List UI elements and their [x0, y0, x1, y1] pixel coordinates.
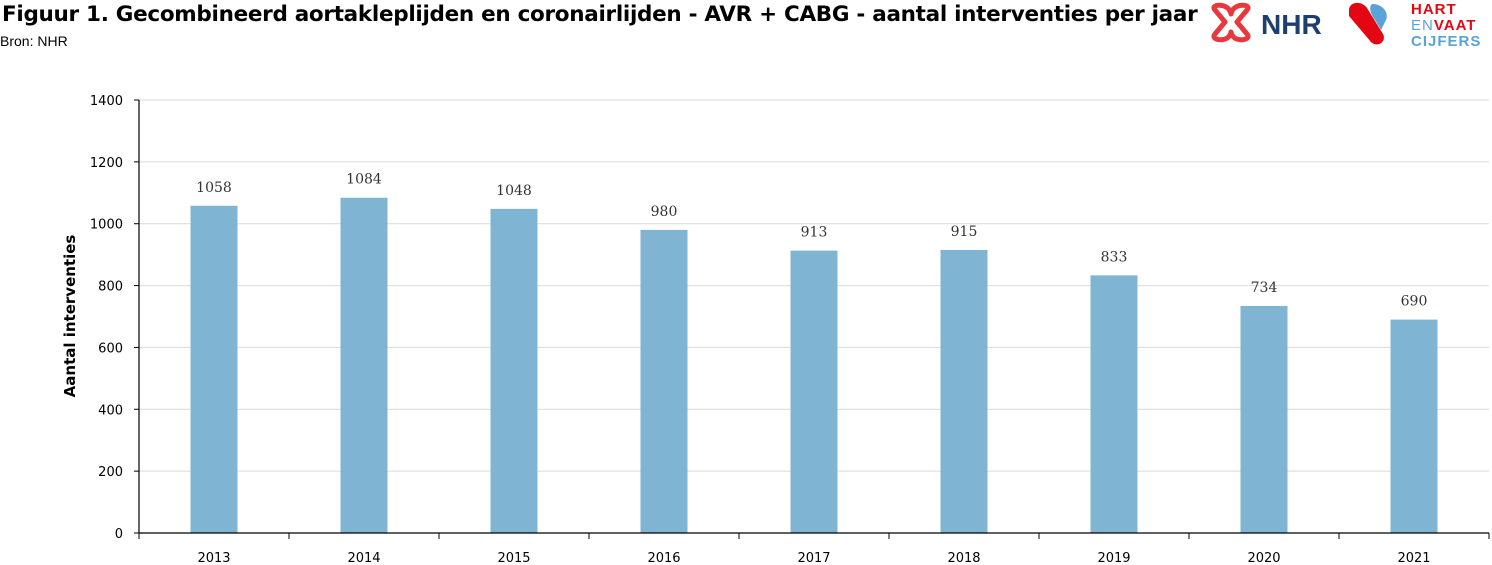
bar [640, 229, 688, 533]
bars [190, 197, 1438, 534]
data-label: 833 [1101, 249, 1128, 265]
bar [190, 205, 238, 534]
x-tick-label: 2021 [1397, 551, 1430, 565]
y-tick-label: 1200 [90, 156, 123, 171]
x-tick-label: 2018 [947, 551, 980, 565]
logo-line-hart: HART [1411, 1, 1457, 18]
logo-word-vaat: VAAT [1434, 17, 1477, 34]
data-label: 1084 [346, 172, 382, 188]
nhr-cross-icon [1211, 2, 1251, 43]
y-tick-label: 1400 [90, 94, 123, 109]
bar [340, 197, 388, 533]
data-label: 1048 [496, 183, 532, 199]
data-label: 915 [951, 224, 978, 240]
x-tick-label: 2019 [1097, 551, 1130, 565]
y-tick-label: 0 [115, 527, 123, 542]
y-tick-label: 600 [98, 341, 123, 356]
bar [940, 250, 988, 533]
x-tick-label: 2016 [647, 551, 680, 565]
logo-line-envaat: ENVAAT [1411, 17, 1476, 34]
x-tick-label: 2020 [1247, 551, 1280, 565]
y-tick-label: 200 [98, 465, 123, 480]
bar [790, 250, 838, 534]
bar [1240, 305, 1288, 533]
x-tick-label: 2013 [197, 551, 230, 565]
bar [1390, 319, 1438, 533]
bar [1090, 275, 1138, 533]
heart-drop-icon [1349, 2, 1387, 45]
data-label: 980 [651, 204, 678, 220]
data-label: 690 [1401, 294, 1428, 310]
data-label: 1058 [196, 180, 232, 196]
y-tick-label: 400 [98, 403, 123, 418]
x-tick-label: 2014 [347, 551, 380, 565]
y-axis-label: Aantal interventies [61, 235, 79, 398]
data-label: 913 [801, 225, 828, 241]
y-tick-label: 800 [98, 280, 123, 295]
x-tick-label: 2015 [497, 551, 530, 565]
chart-title: Figuur 1. Gecombineerd aortakleplijden e… [2, 2, 1198, 27]
bar [490, 208, 538, 533]
logo-word-en: EN [1411, 17, 1434, 34]
axes [134, 99, 1490, 539]
labels: 0 200 400 600 800 1000 1200 1400 1058 2013 1084 201… [90, 94, 1431, 565]
logo-line-cijfers: CIJFERS [1411, 33, 1481, 50]
chart-source: Bron: NHR [0, 33, 68, 49]
x-tick-label: 2017 [797, 551, 830, 565]
nhr-logo-text: NHR [1261, 9, 1322, 40]
data-label: 734 [1251, 280, 1278, 296]
y-tick-label: 1000 [90, 218, 123, 233]
hartenvaatcijfers-logo: HART ENVAAT CIJFERS [1349, 1, 1481, 50]
nhr-logo: NHR [1211, 2, 1322, 43]
